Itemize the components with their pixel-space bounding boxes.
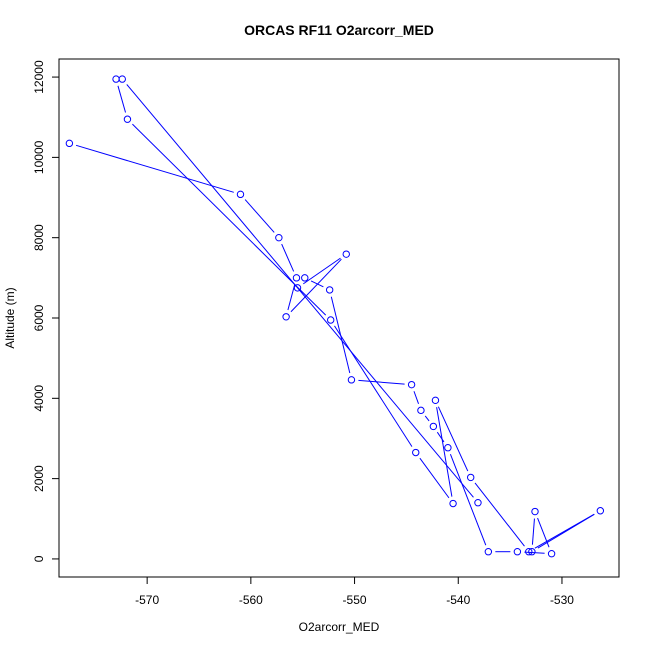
series-segment [531, 518, 535, 545]
series-segment [281, 243, 295, 272]
data-point [292, 274, 301, 282]
data-point [301, 274, 309, 282]
data-point [325, 286, 334, 294]
series-segment [449, 454, 487, 546]
data-point [528, 548, 536, 556]
data-point [429, 422, 438, 431]
x-axis: -570 -560 -550 -540 -530 [135, 576, 574, 607]
x-tick-label: -530 [550, 593, 574, 607]
y-tick-label: 10000 [32, 140, 46, 174]
data-point [444, 444, 452, 452]
data-point [327, 316, 335, 324]
x-tick-label: -570 [135, 593, 159, 607]
series-segment [117, 85, 127, 113]
plot-frame [58, 58, 620, 578]
data-point [525, 548, 533, 556]
series-segment [358, 379, 405, 385]
data-point [123, 115, 132, 123]
series-segment [534, 513, 595, 549]
data-point [417, 406, 425, 415]
series-segment [413, 391, 420, 404]
x-tick-label: -560 [239, 593, 263, 607]
data-point [474, 499, 482, 507]
data-point [484, 548, 493, 556]
series-segment [436, 431, 445, 443]
data-point [112, 75, 120, 83]
series-segment [290, 258, 342, 313]
y-tick-label: 2000 [32, 465, 46, 492]
data-point [347, 376, 356, 384]
data-point [65, 139, 74, 148]
y-tick-label: 6000 [32, 304, 46, 331]
y-axis-label: Altitude (m) [3, 287, 17, 348]
x-tick-label: -550 [343, 593, 367, 607]
series-segment [310, 280, 324, 288]
series-segment [419, 457, 450, 499]
y-tick-label: 8000 [32, 224, 46, 251]
y-tick-label: 12000 [32, 60, 46, 94]
data-point [275, 233, 283, 242]
data-point [293, 284, 302, 292]
data-point [236, 190, 245, 199]
y-tick-label: 4000 [32, 385, 46, 412]
x-axis-label: O2arcorr_MED [299, 620, 380, 634]
data-point [118, 75, 126, 83]
data-point [513, 548, 522, 556]
data-point [449, 499, 457, 508]
series-segment [75, 144, 234, 193]
data-point [407, 380, 416, 389]
series-segment [334, 325, 413, 447]
data-point [596, 507, 605, 515]
y-axis: 0 2000 4000 6000 8000 10000 12000 [32, 60, 60, 562]
series-segment [302, 257, 341, 285]
data-point [342, 250, 350, 258]
data-segments [75, 84, 595, 554]
data-point [467, 473, 475, 482]
data-point [431, 396, 440, 405]
series-segment [287, 284, 296, 311]
data-points [65, 75, 605, 558]
series-segment [244, 199, 275, 233]
y-tick-label: 0 [32, 555, 46, 562]
series-segment [437, 406, 469, 472]
series-segment [474, 482, 525, 547]
series-segment [126, 84, 474, 498]
series-segment [436, 407, 453, 497]
series-segment [424, 415, 430, 422]
chart-title: ORCAS RF11 O2arcorr_MED [244, 22, 434, 38]
data-point [531, 507, 539, 516]
data-point [547, 550, 556, 558]
x-tick-label: -540 [446, 593, 470, 607]
data-point [412, 448, 420, 457]
data-point [282, 313, 290, 321]
